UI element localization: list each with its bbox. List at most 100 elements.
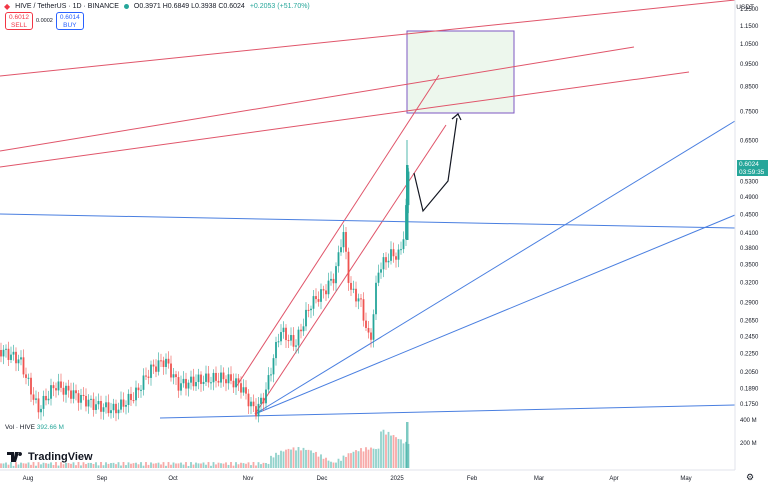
volume-bar [72,462,75,468]
volume-bar [325,457,327,468]
volume-bar [200,463,202,468]
projection-arrow[interactable] [413,113,462,213]
candle-body [322,289,325,291]
volume-bar [172,462,175,468]
candle-body [200,374,202,384]
currency-label[interactable]: USDT [736,4,754,11]
candle-body [265,389,267,404]
candle-body [377,272,380,283]
volume-bar [30,464,32,468]
candle-body [397,249,400,260]
candle-body [375,282,377,315]
candle-body [47,398,50,401]
buy-button[interactable]: 0.6014 BUY [55,12,84,30]
volume-bar [127,462,130,468]
candle-body [185,378,187,389]
candle-body [345,232,347,252]
settings-gear-icon[interactable]: ⚙ [746,472,755,482]
candle-body [217,380,220,383]
brand-name: TradingView [28,451,93,463]
candle-body [105,402,107,408]
volume-bar [180,462,182,468]
volume-bar [165,465,167,468]
volume-bar [187,465,190,468]
candle-body [137,387,140,391]
candle-body [340,247,342,253]
price-tick-label: 0.3500 [740,263,759,269]
candle-body [132,400,135,402]
volume-bar [350,453,352,468]
volume-bar [135,462,137,468]
volume-bar [267,463,270,468]
tradingview-icon [7,452,23,462]
volume-bar [217,462,220,468]
candle-body [372,314,375,340]
volume-bar [85,464,87,468]
candle-body [327,280,330,295]
price-tick-label: 0.1750 [740,402,759,408]
volume-label: Vol · HIVE [5,424,35,431]
volume-bar [215,464,217,468]
price-tick-label: 0.9500 [740,62,759,68]
volume-bar [227,464,230,468]
candle-body [190,376,192,383]
volume-bar [70,463,72,468]
candle-body [57,381,60,391]
price-tick-label: 0.8500 [740,84,759,90]
volume-bar [92,464,95,468]
candle-body [210,382,212,384]
volume-bar [32,462,35,468]
price-tick-label: 0.2050 [740,370,759,376]
candle-body [402,239,405,250]
candle-body [382,257,385,270]
candle-body [317,299,320,302]
price-axis[interactable]: 1.2500 1.1500 1.0500 0.9500 0.8500 0.7500 0.65… [734,0,759,470]
candle-body [335,266,337,284]
volume-bar [192,464,195,468]
candle-body [100,401,102,412]
tradingview-logo[interactable]: TradingView [7,451,93,463]
volume-bar [337,458,340,468]
trend-line-red [0,71,690,168]
volume-bar [357,451,360,468]
candle-body [350,282,352,290]
candle-body [225,379,227,384]
volume-tick-label: 200 M [740,441,757,447]
candle-body [157,360,160,372]
volume-bar [277,454,280,468]
volume-bar [52,465,55,468]
volume-bar [287,448,290,468]
candle-body [32,394,35,400]
candle-body [72,390,75,399]
volume-legend[interactable]: Vol · HIVE 392.66 M [5,424,64,431]
candle-body [347,251,350,283]
price-tick-label: 0.3200 [740,281,759,287]
candle-body [7,348,10,360]
volume-bar [35,465,37,468]
target-zone-box[interactable] [406,30,515,114]
volume-bar [15,462,17,468]
candle-body [155,366,157,372]
buy-label: BUY [63,22,77,29]
candle-body [40,408,42,413]
sell-button[interactable]: 0.6012 SELL [5,12,33,30]
candle-body [385,257,387,263]
candle-body [305,309,307,327]
volume-bar [155,463,157,468]
time-tick-label: Dec [317,476,328,482]
price-tick-label: 0.2450 [740,334,759,340]
volume-bar [305,449,307,468]
volume-bar [210,465,212,468]
volume-bar [340,460,342,468]
candle-body [292,335,295,347]
time-axis[interactable]: Aug Sep Oct Nov Dec 2025 Feb Mar Apr May [0,469,735,482]
candle-body [75,390,77,394]
volume-bar [20,462,22,468]
volume-bar [67,463,70,468]
symbol-title[interactable]: HIVE / TetherUS · 1D · BINANCE [15,3,119,10]
volume-bar [157,462,160,468]
price-tick-label: 0.2250 [740,352,759,358]
volume-bar [22,463,25,468]
candle-body [337,252,340,267]
